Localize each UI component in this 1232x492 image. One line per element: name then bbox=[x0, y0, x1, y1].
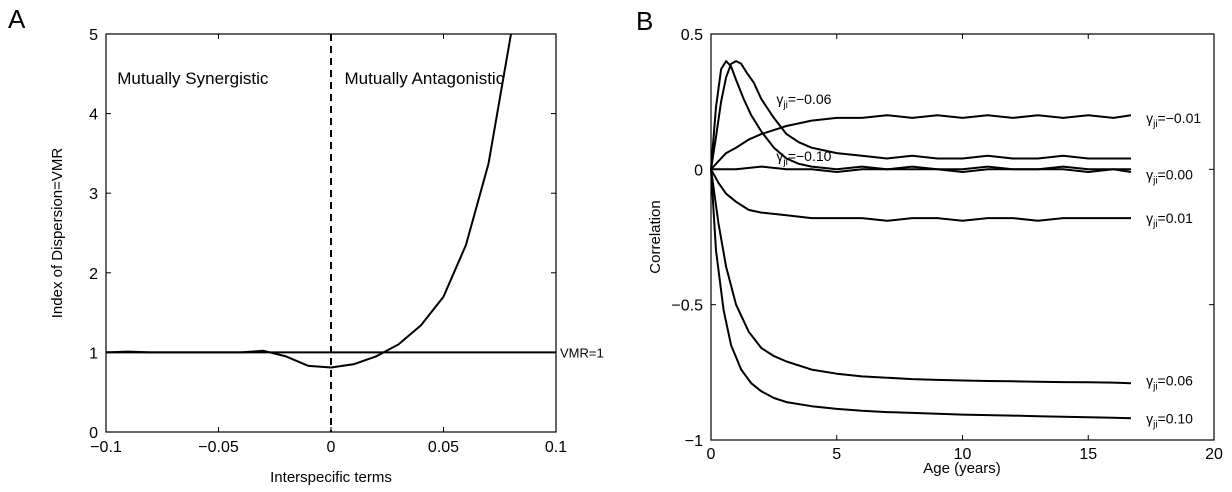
annotation-symbol: γ bbox=[1146, 167, 1153, 183]
y-axis-label-b: Correlation bbox=[647, 200, 664, 273]
annotation-symbol: γ bbox=[776, 91, 783, 107]
y-tick-label: 5 bbox=[89, 27, 98, 44]
annotation-value: =0.00 bbox=[1158, 167, 1194, 183]
x-tick-label: 0 bbox=[707, 446, 716, 463]
annotation-value: =−0.06 bbox=[788, 91, 832, 107]
annotation-symbol: γ bbox=[1146, 372, 1153, 388]
series-annotation: γji=−0.10 bbox=[776, 148, 831, 168]
x-tick-label: 5 bbox=[832, 446, 841, 463]
x-tick-label: 0.05 bbox=[428, 439, 459, 456]
axes-frame-b bbox=[710, 33, 1215, 441]
series-annotation: γji=−0.06 bbox=[776, 91, 831, 111]
panel-b: B 0 5 10 15 20 −1 −0.5 0 0.5 Age (years) Correl… bbox=[636, 6, 1223, 477]
y-ticks-a: 0 1 2 3 4 5 bbox=[89, 27, 556, 442]
y-tick-label: 4 bbox=[89, 107, 98, 124]
panel-a: A −0.1 −0.05 0 0.05 0.1 0 1 2 3 4 5 Interspecific… bbox=[8, 4, 604, 486]
y-tick-label: 0 bbox=[694, 162, 703, 179]
series-line bbox=[710, 114, 1132, 170]
annotation-symbol: γ bbox=[1146, 410, 1153, 426]
annotation-value: =0.06 bbox=[1158, 372, 1194, 388]
series-group-b bbox=[710, 60, 1132, 420]
series-annotation: γji=−0.01 bbox=[1146, 110, 1201, 130]
y-tick-label: 2 bbox=[89, 266, 98, 283]
series-annotation: γji=0.01 bbox=[1146, 210, 1193, 230]
series-annotation: γji=0.06 bbox=[1146, 372, 1193, 392]
region-label-antagonistic: Mutually Antagonistic bbox=[345, 69, 505, 88]
x-tick-label: 15 bbox=[1079, 446, 1097, 463]
y-tick-label: 1 bbox=[89, 345, 98, 362]
x-tick-label: −0.1 bbox=[90, 439, 122, 456]
annotation-subscript: ji bbox=[782, 157, 787, 168]
annotation-subscript: ji bbox=[782, 100, 787, 111]
reference-line-label: VMR=1 bbox=[560, 345, 604, 360]
x-tick-label: 10 bbox=[954, 446, 972, 463]
annotation-value: =−0.01 bbox=[1158, 110, 1202, 126]
annotation-value: =0.10 bbox=[1158, 410, 1194, 426]
series-line-vmr bbox=[105, 33, 512, 369]
panel-letter-b: B bbox=[636, 6, 653, 36]
panel-letter-a: A bbox=[8, 4, 26, 34]
annotation-symbol: γ bbox=[1146, 110, 1153, 126]
series-line bbox=[710, 60, 1131, 170]
annotation-subscript: ji bbox=[1152, 219, 1157, 230]
y-ticks-b: −1 −0.5 0 0.5 bbox=[671, 27, 1214, 450]
y-tick-label: −1 bbox=[685, 433, 703, 450]
y-tick-label: 3 bbox=[89, 186, 98, 203]
series-line bbox=[710, 169, 1132, 420]
y-tick-label: −0.5 bbox=[671, 298, 703, 315]
x-ticks-a: −0.1 −0.05 0 0.05 0.1 bbox=[90, 34, 567, 456]
annotation-subscript: ji bbox=[1152, 381, 1157, 392]
x-tick-label: 0.1 bbox=[545, 439, 567, 456]
y-axis-label-a: Index of Dispersion=VMR bbox=[49, 148, 66, 319]
series-line bbox=[711, 165, 1131, 173]
annotation-symbol: γ bbox=[1146, 210, 1153, 226]
region-label-synergistic: Mutually Synergistic bbox=[117, 69, 269, 88]
x-tick-label: −0.05 bbox=[198, 439, 239, 456]
series-annotation: γji=0.00 bbox=[1146, 167, 1193, 187]
x-axis-label-b: Age (years) bbox=[923, 460, 1001, 477]
annotation-subscript: ji bbox=[1152, 176, 1157, 187]
annotation-value: =−0.10 bbox=[788, 148, 832, 164]
annotation-subscript: ji bbox=[1152, 119, 1157, 130]
x-ticks-b: 0 5 10 15 20 bbox=[707, 34, 1223, 463]
annotation-value: =0.01 bbox=[1158, 210, 1194, 226]
series-group-a bbox=[105, 33, 512, 369]
annotations-b: γji=−0.06γji=−0.10γji=−0.01γji=0.00γji=0… bbox=[776, 91, 1201, 430]
x-axis-label-a: Interspecific terms bbox=[270, 469, 392, 486]
y-tick-label: 0.5 bbox=[681, 27, 703, 44]
series-line bbox=[710, 168, 1131, 222]
x-tick-label: 0 bbox=[327, 439, 336, 456]
y-tick-label: 0 bbox=[89, 425, 98, 442]
annotation-symbol: γ bbox=[776, 148, 783, 164]
x-tick-label: 20 bbox=[1205, 446, 1223, 463]
series-annotation: γji=0.10 bbox=[1146, 410, 1193, 430]
series-line bbox=[710, 169, 1132, 385]
annotation-subscript: ji bbox=[1152, 419, 1157, 430]
